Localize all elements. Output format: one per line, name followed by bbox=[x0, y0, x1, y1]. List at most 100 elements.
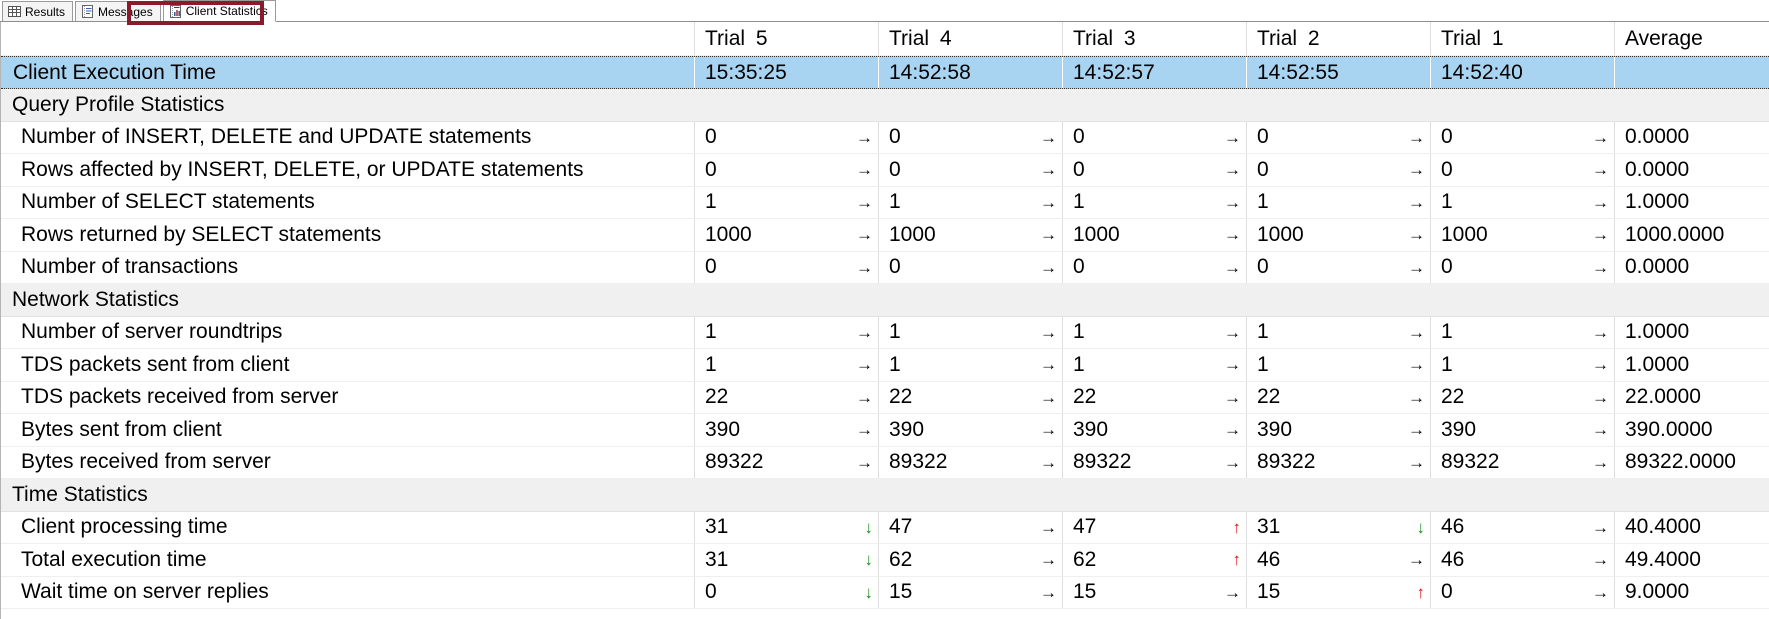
table-row[interactable]: Number of SELECT statements 1 → 1 → 1 → 1 → 1 → 1.0… bbox=[1, 186, 1769, 219]
trial-value-cell[interactable]: 0 → bbox=[879, 121, 1063, 153]
average-value-cell[interactable]: 49.4000 bbox=[1615, 544, 1769, 576]
trial-value-cell[interactable]: 0 → bbox=[1431, 251, 1615, 283]
trial-value-cell[interactable]: 14:52:58 bbox=[879, 57, 1063, 88]
trial-value-cell[interactable]: 1 → bbox=[1431, 349, 1615, 381]
section-header-row[interactable]: Query Profile Statistics bbox=[1, 89, 1769, 122]
trial-value-cell[interactable]: 89322 → bbox=[1431, 446, 1615, 478]
trial-value-cell[interactable]: 0 → bbox=[1063, 121, 1247, 153]
trial-value-cell[interactable]: 89322 → bbox=[1247, 446, 1431, 478]
trial-value-cell[interactable]: 22 → bbox=[1431, 381, 1615, 413]
trial-value-cell[interactable]: 390 → bbox=[1063, 414, 1247, 446]
trial-value-cell[interactable]: 47 ↑ bbox=[1063, 511, 1247, 543]
trial-value-cell[interactable]: 0 → bbox=[879, 251, 1063, 283]
table-row[interactable]: Rows returned by SELECT statements 1000 → 1… bbox=[1, 219, 1769, 252]
trial-value-cell[interactable]: 1000 → bbox=[1063, 219, 1247, 251]
trial-value-cell[interactable]: 1000 → bbox=[695, 219, 879, 251]
trial-value-cell[interactable]: 0 → bbox=[1063, 251, 1247, 283]
column-header-trial-2[interactable]: Trial 2 bbox=[1247, 22, 1431, 55]
trial-value-cell[interactable]: 1 → bbox=[879, 186, 1063, 218]
trial-value-cell[interactable]: 0 → bbox=[1247, 121, 1431, 153]
average-value-cell[interactable]: 0.0000 bbox=[1615, 154, 1769, 186]
trial-value-cell[interactable]: 22 → bbox=[1247, 381, 1431, 413]
trial-value-cell[interactable]: 390 → bbox=[879, 414, 1063, 446]
trial-value-cell[interactable]: 62 ↑ bbox=[1063, 544, 1247, 576]
column-header-trial-3[interactable]: Trial 3 bbox=[1063, 22, 1247, 55]
trial-value-cell[interactable]: 1000 → bbox=[1431, 219, 1615, 251]
trial-value-cell[interactable]: 0 → bbox=[695, 121, 879, 153]
trial-value-cell[interactable]: 1 → bbox=[1063, 186, 1247, 218]
trial-value-cell[interactable]: 0 → bbox=[1431, 154, 1615, 186]
average-value-cell[interactable]: 0.0000 bbox=[1615, 122, 1769, 154]
trial-value-cell[interactable]: 0 → bbox=[1063, 154, 1247, 186]
trial-value-cell[interactable]: 0 → bbox=[1247, 154, 1431, 186]
table-row[interactable]: Number of transactions 0 → 0 → 0 → 0 → 0 → 0.0000 bbox=[1, 251, 1769, 284]
section-header-row[interactable]: Time Statistics bbox=[1, 479, 1769, 512]
table-row[interactable]: Bytes sent from client 390 → 390 → 390 → 390 → 39… bbox=[1, 414, 1769, 447]
table-row[interactable]: Client processing time 31 ↓ 47 → 47 ↑ 31 ↓ 46 → 40.… bbox=[1, 511, 1769, 544]
average-value-cell[interactable]: 0.0000 bbox=[1615, 252, 1769, 284]
average-value-cell[interactable]: 1000.0000 bbox=[1615, 219, 1769, 251]
trial-value-cell[interactable]: 0 → bbox=[695, 251, 879, 283]
trial-value-cell[interactable]: 46 → bbox=[1247, 544, 1431, 576]
trial-value-cell[interactable]: 1 → bbox=[1247, 316, 1431, 348]
tab-messages[interactable]: Messages bbox=[75, 1, 161, 21]
trial-value-cell[interactable]: 22 → bbox=[1063, 381, 1247, 413]
trial-value-cell[interactable]: 1 → bbox=[1431, 316, 1615, 348]
trial-value-cell[interactable]: 1 → bbox=[695, 349, 879, 381]
trial-value-cell[interactable]: 15:35:25 bbox=[695, 57, 879, 88]
trial-value-cell[interactable]: 22 → bbox=[879, 381, 1063, 413]
trial-value-cell[interactable]: 0 → bbox=[879, 154, 1063, 186]
trial-value-cell[interactable]: 15 → bbox=[1063, 576, 1247, 608]
trial-value-cell[interactable]: 0 → bbox=[1431, 576, 1615, 608]
table-row[interactable]: TDS packets sent from client 1 → 1 → 1 → 1 → 1 → 1.… bbox=[1, 349, 1769, 382]
average-value-cell[interactable]: 1.0000 bbox=[1615, 349, 1769, 381]
average-value-cell[interactable]: 9.0000 bbox=[1615, 577, 1769, 609]
table-row[interactable]: Rows affected by INSERT, DELETE, or UPDA… bbox=[1, 154, 1769, 187]
trial-value-cell[interactable]: 0 ↓ bbox=[695, 576, 879, 608]
trial-value-cell[interactable]: 15 → bbox=[879, 576, 1063, 608]
section-header-row[interactable]: Network Statistics bbox=[1, 284, 1769, 317]
column-header-trial-1[interactable]: Trial 1 bbox=[1431, 22, 1615, 55]
table-row[interactable]: TDS packets received from server 22 → 22 → 22… bbox=[1, 381, 1769, 414]
trial-value-cell[interactable]: 31 ↓ bbox=[1247, 511, 1431, 543]
trial-value-cell[interactable]: 15 ↑ bbox=[1247, 576, 1431, 608]
table-row[interactable]: Total execution time 31 ↓ 62 → 62 ↑ 46 → 46 → 49.40… bbox=[1, 544, 1769, 577]
trial-value-cell[interactable]: 47 → bbox=[879, 511, 1063, 543]
average-value-cell[interactable]: 390.0000 bbox=[1615, 414, 1769, 446]
tab-client-statistics[interactable]: Client Statistics bbox=[162, 0, 276, 22]
trial-value-cell[interactable]: 62 → bbox=[879, 544, 1063, 576]
trial-value-cell[interactable]: 1 → bbox=[1063, 349, 1247, 381]
average-value-cell[interactable]: 40.4000 bbox=[1615, 512, 1769, 544]
trial-value-cell[interactable]: 1 → bbox=[695, 186, 879, 218]
average-value-cell[interactable] bbox=[1615, 57, 1769, 88]
trial-value-cell[interactable]: 31 ↓ bbox=[695, 511, 879, 543]
trial-value-cell[interactable]: 31 ↓ bbox=[695, 544, 879, 576]
trial-value-cell[interactable]: 22 → bbox=[695, 381, 879, 413]
trial-value-cell[interactable]: 390 → bbox=[695, 414, 879, 446]
column-header-blank[interactable] bbox=[1, 22, 695, 55]
trial-value-cell[interactable]: 0 → bbox=[695, 154, 879, 186]
trial-value-cell[interactable]: 0 → bbox=[1247, 251, 1431, 283]
trial-value-cell[interactable]: 1 → bbox=[879, 316, 1063, 348]
table-row[interactable]: Client Execution Time 15:35:25 14:52:58 14:… bbox=[1, 56, 1769, 89]
average-value-cell[interactable]: 22.0000 bbox=[1615, 382, 1769, 414]
column-header-trial-4[interactable]: Trial 4 bbox=[879, 22, 1063, 55]
trial-value-cell[interactable]: 1000 → bbox=[1247, 219, 1431, 251]
average-value-cell[interactable]: 89322.0000 bbox=[1615, 447, 1769, 479]
trial-value-cell[interactable]: 1 → bbox=[1431, 186, 1615, 218]
tab-results[interactable]: Results bbox=[2, 1, 74, 21]
trial-value-cell[interactable]: 46 → bbox=[1431, 544, 1615, 576]
trial-value-cell[interactable]: 89322 → bbox=[1063, 446, 1247, 478]
average-value-cell[interactable]: 1.0000 bbox=[1615, 187, 1769, 219]
table-row[interactable]: Number of INSERT, DELETE and UPDATE stat… bbox=[1, 121, 1769, 154]
trial-value-cell[interactable]: 14:52:55 bbox=[1247, 57, 1431, 88]
trial-value-cell[interactable]: 46 → bbox=[1431, 511, 1615, 543]
trial-value-cell[interactable]: 1000 → bbox=[879, 219, 1063, 251]
average-value-cell[interactable]: 1.0000 bbox=[1615, 317, 1769, 349]
trial-value-cell[interactable]: 1 → bbox=[879, 349, 1063, 381]
trial-value-cell[interactable]: 14:52:57 bbox=[1063, 57, 1247, 88]
trial-value-cell[interactable]: 0 → bbox=[1431, 121, 1615, 153]
trial-value-cell[interactable]: 1 → bbox=[1247, 186, 1431, 218]
trial-value-cell[interactable]: 89322 → bbox=[879, 446, 1063, 478]
column-header-average[interactable]: Average bbox=[1625, 26, 1703, 50]
